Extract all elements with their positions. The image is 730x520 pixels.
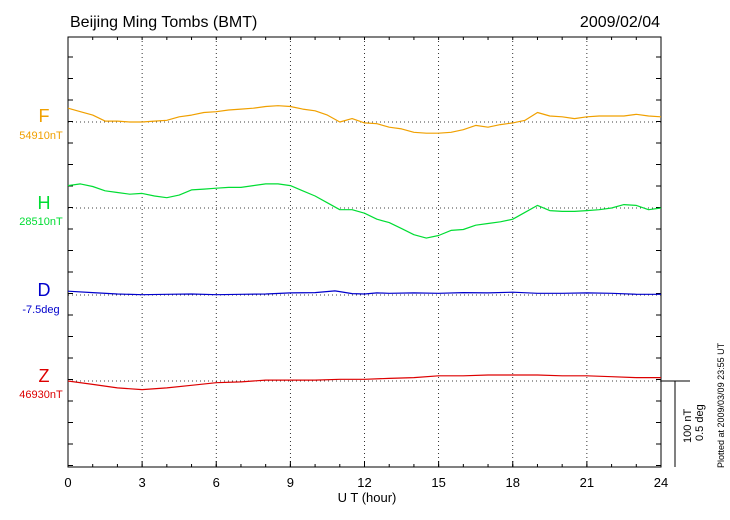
axis-ticks <box>67 37 662 467</box>
scale-bar: 100 nT 0.5 deg <box>661 380 706 467</box>
series-line-Z <box>67 374 661 391</box>
series-labels: F 54910nT H 28510nT D -7.5deg Z 46930nT <box>19 106 63 401</box>
series-line-F <box>67 105 662 134</box>
series-name-D: D <box>38 280 51 300</box>
x-tick-label-12: 12 <box>357 475 371 490</box>
chart-title: Beijing Ming Tombs (BMT) <box>70 14 257 31</box>
x-axis-label: U T (hour) <box>338 490 397 505</box>
chart-date: 2009/02/04 <box>580 14 660 31</box>
x-tick-label-21: 21 <box>580 475 594 490</box>
series-baseline-Z: 46930nT <box>19 389 63 401</box>
x-tick-labels: 0 3 6 9 12 15 18 21 24 <box>64 475 668 490</box>
x-tick-label-18: 18 <box>506 475 520 490</box>
scale-bar-secondary: 0.5 deg <box>694 404 706 441</box>
series-baseline-F: 54910nT <box>19 130 63 142</box>
x-tick-label-24: 24 <box>654 475 668 490</box>
series-name-Z: Z <box>39 366 50 386</box>
x-tick-label-6: 6 <box>213 475 220 490</box>
scale-bar-primary: 100 nT <box>682 408 694 443</box>
plotted-note: Plotted at 2009/03/09 23:55 UT <box>716 342 726 468</box>
x-tick-label-3: 3 <box>139 475 146 490</box>
series-baseline-D: -7.5deg <box>22 304 59 316</box>
x-tick-label-9: 9 <box>287 475 294 490</box>
series-name-H: H <box>38 193 51 213</box>
series-line-D <box>67 290 661 296</box>
series-baseline-H: 28510nT <box>19 216 63 228</box>
x-tick-label-0: 0 <box>64 475 71 490</box>
series-group <box>67 105 662 391</box>
grid <box>68 37 661 467</box>
series-name-F: F <box>39 106 50 126</box>
x-tick-label-15: 15 <box>431 475 445 490</box>
series-line-H <box>67 183 662 239</box>
